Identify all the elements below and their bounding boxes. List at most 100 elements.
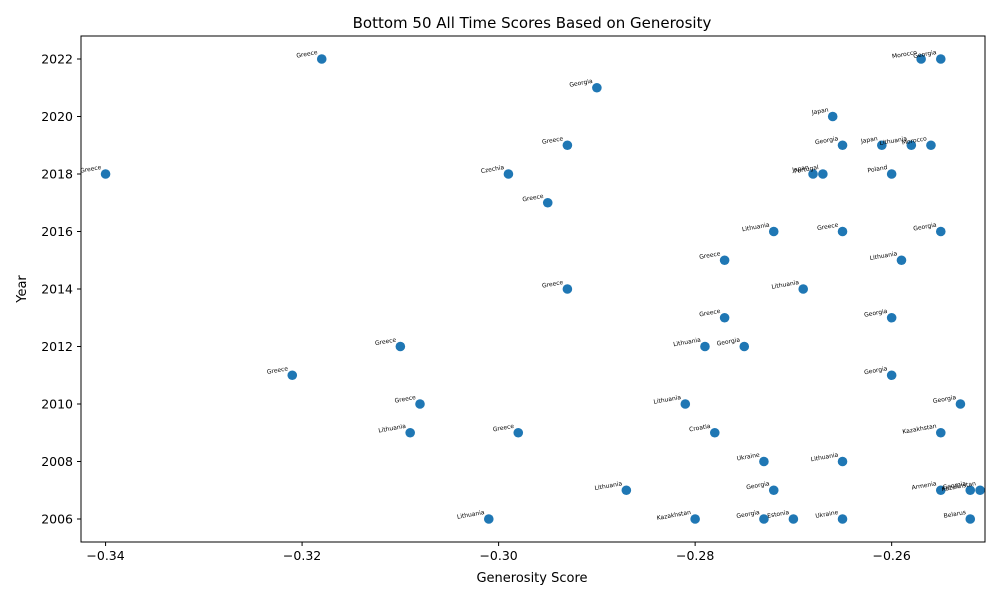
point-label: Croatia — [689, 423, 712, 434]
data-point — [513, 427, 524, 438]
point-label: Greece — [541, 279, 564, 290]
point-label: Lithuania — [594, 480, 623, 492]
point-label: Lithuania — [673, 337, 702, 349]
data-point — [935, 485, 946, 496]
y-tick-label: 2022 — [41, 52, 73, 67]
data-point — [965, 514, 976, 524]
data-point — [837, 226, 848, 237]
point-label: Lithuania — [741, 222, 770, 234]
y-tick-label: 2018 — [41, 167, 73, 182]
data-point — [935, 427, 946, 438]
data-point — [759, 456, 769, 467]
y-tick-label: 2016 — [41, 224, 73, 239]
data-point — [739, 341, 750, 352]
data-point — [808, 169, 818, 179]
point-label: Estonia — [767, 509, 790, 520]
data-point — [395, 341, 406, 352]
point-label: Lithuania — [653, 394, 682, 406]
x-axis-label: Generosity Score — [476, 571, 587, 586]
data-point — [916, 54, 926, 64]
y-tick-label: 2010 — [41, 397, 73, 412]
data-point — [975, 485, 985, 496]
point-label: Georgia — [716, 337, 741, 348]
data-point — [798, 284, 809, 294]
data-point — [886, 370, 897, 381]
chart-ticks: −0.34 −0.32 −0.30 −0.28 −0.26 2006 2008 2010 201… — [41, 52, 911, 564]
y-tick-label: 2014 — [41, 282, 73, 297]
point-label: Belarus — [943, 509, 966, 520]
data-point — [965, 485, 976, 496]
point-label: Poland — [867, 164, 888, 174]
point-label: Greece — [266, 365, 289, 376]
data-point — [837, 140, 848, 151]
point-label: Japan — [810, 107, 829, 117]
point-label: Georgia — [746, 480, 771, 491]
data-point — [562, 284, 573, 294]
point-label: Georgia — [814, 135, 839, 146]
data-point — [415, 399, 425, 409]
point-label: Georgia — [932, 394, 957, 405]
chart-title: Bottom 50 All Time Scores Based on Gener… — [353, 14, 712, 32]
point-label: Lithuania — [879, 135, 908, 147]
point-label: Czechia — [480, 164, 505, 175]
x-tick-label: −0.26 — [872, 548, 910, 563]
point-label: Georgia — [736, 509, 761, 520]
point-label: Kazakhstan — [656, 509, 691, 522]
data-point — [100, 169, 111, 179]
point-label: Greece — [541, 135, 564, 146]
point-label: Greece — [296, 49, 319, 60]
point-label: Japan — [791, 164, 810, 174]
data-point — [896, 255, 907, 266]
point-label: Ukraine — [815, 509, 839, 520]
plot-frame — [80, 35, 986, 543]
point-label: Morocco — [901, 135, 927, 146]
data-point — [926, 140, 936, 151]
point-label: Lithuania — [771, 279, 800, 291]
data-point — [886, 169, 897, 179]
data-point — [886, 312, 897, 323]
point-label: Georgia — [569, 78, 594, 89]
data-point — [316, 54, 327, 64]
data-point — [503, 169, 514, 179]
point-label: Portugal — [794, 164, 820, 175]
y-tick-label: 2008 — [41, 454, 73, 469]
point-label: Morocco — [892, 49, 918, 60]
x-tick-label: −0.28 — [676, 548, 714, 563]
point-label: Georgia — [864, 365, 889, 376]
point-label: Kazakhstan — [902, 423, 937, 436]
data-point — [837, 514, 848, 524]
data-point — [700, 341, 710, 352]
point-label: Lithuania — [378, 423, 407, 435]
data-point — [483, 514, 494, 524]
y-tick-label: 2006 — [41, 512, 73, 527]
data-point — [680, 399, 691, 409]
data-point — [287, 370, 298, 381]
point-label: Greece — [374, 337, 397, 348]
data-point — [877, 140, 887, 151]
data-point — [788, 514, 799, 524]
point-label: Greece — [80, 164, 103, 175]
point-label: Greece — [522, 193, 545, 204]
data-point — [768, 485, 779, 496]
point-label: Georgia — [913, 49, 938, 60]
y-axis-label: Year — [15, 275, 30, 304]
point-label: Armenia — [911, 480, 937, 491]
data-point — [592, 82, 602, 93]
y-tick-label: 2020 — [41, 109, 73, 124]
data-point — [542, 197, 553, 208]
data-point — [935, 226, 946, 237]
point-label: Ukraine — [736, 452, 760, 463]
y-tick-label: 2012 — [41, 339, 73, 354]
data-point — [768, 226, 779, 237]
data-point — [719, 312, 730, 323]
point-label: Georgia — [913, 222, 938, 233]
point-label: Greece — [492, 423, 515, 434]
point-label: Greece — [699, 308, 722, 319]
data-point — [621, 485, 632, 496]
data-point — [906, 140, 917, 151]
point-label: Japan — [859, 135, 878, 145]
data-point — [405, 427, 415, 438]
x-tick-label: −0.30 — [479, 548, 517, 563]
point-label: Greece — [699, 250, 722, 261]
